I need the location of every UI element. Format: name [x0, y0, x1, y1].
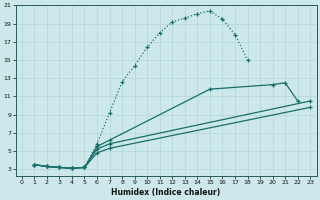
X-axis label: Humidex (Indice chaleur): Humidex (Indice chaleur)	[111, 188, 221, 197]
